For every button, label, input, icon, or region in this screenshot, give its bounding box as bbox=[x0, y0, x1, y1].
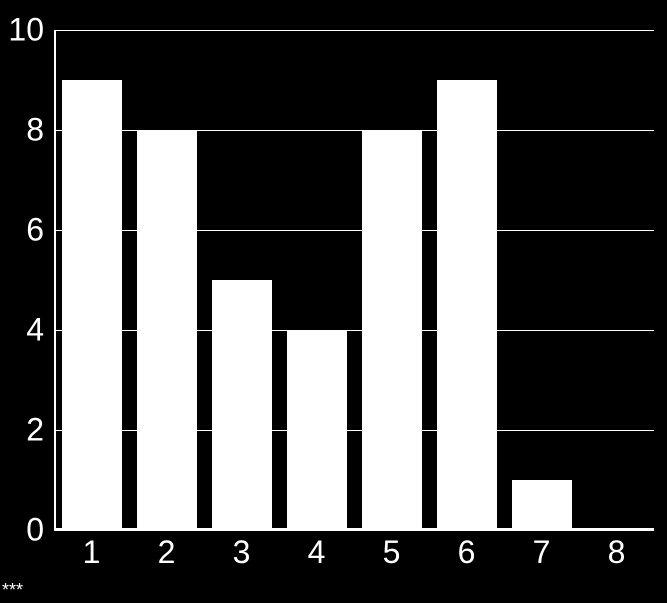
bar bbox=[512, 480, 572, 530]
bar bbox=[287, 330, 347, 530]
x-tick-label: 5 bbox=[383, 534, 401, 571]
bar bbox=[437, 80, 497, 530]
x-tick-label: 8 bbox=[608, 534, 626, 571]
x-axis bbox=[54, 528, 654, 530]
plot-area bbox=[54, 30, 654, 530]
footer-text: *** bbox=[2, 580, 23, 601]
x-tick-label: 7 bbox=[533, 534, 551, 571]
y-tick-label: 8 bbox=[0, 112, 44, 149]
y-tick-label: 4 bbox=[0, 312, 44, 349]
bar bbox=[362, 130, 422, 530]
x-tick-label: 3 bbox=[233, 534, 251, 571]
bar bbox=[62, 80, 122, 530]
gridline bbox=[54, 30, 654, 31]
y-tick-label: 0 bbox=[0, 512, 44, 549]
y-tick-label: 6 bbox=[0, 212, 44, 249]
y-tick-label: 2 bbox=[0, 412, 44, 449]
y-axis bbox=[54, 30, 56, 530]
bar bbox=[212, 280, 272, 530]
y-tick-label: 10 bbox=[0, 12, 44, 49]
chart-stage: { "chart": { "type": "bar", "background_… bbox=[0, 0, 667, 603]
x-tick-label: 6 bbox=[458, 534, 476, 571]
bar bbox=[137, 130, 197, 530]
x-tick-label: 2 bbox=[158, 534, 176, 571]
gridline bbox=[54, 530, 654, 531]
x-tick-label: 1 bbox=[83, 534, 101, 571]
x-tick-label: 4 bbox=[308, 534, 326, 571]
